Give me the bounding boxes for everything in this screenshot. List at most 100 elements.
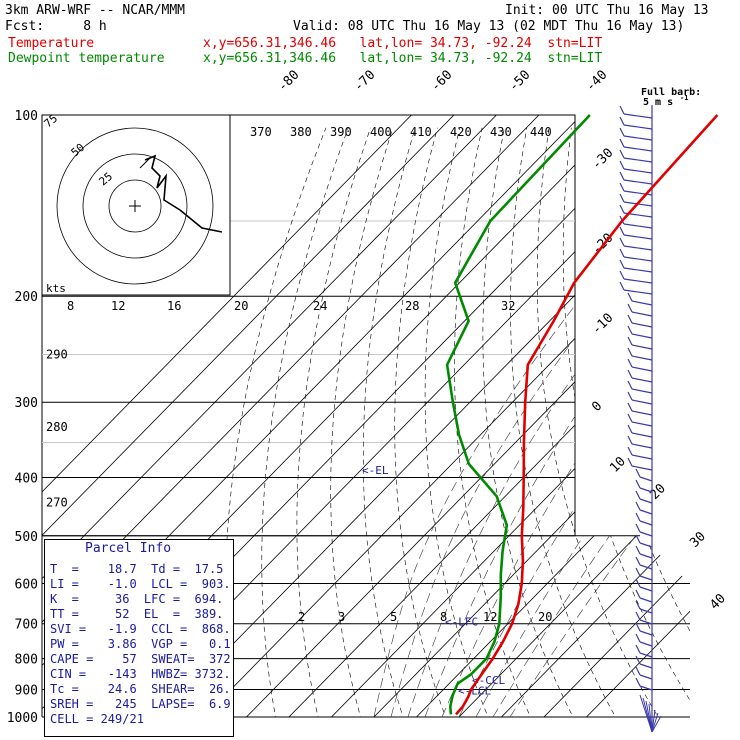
wind-barb-flag (619, 281, 625, 291)
isotherm-label: -60 (428, 68, 455, 95)
wind-barb (631, 432, 653, 438)
wind-barb-flag (635, 490, 641, 500)
isotherm-line (42, 115, 524, 717)
theta-label: 440 (530, 125, 552, 139)
wind-barb-flag (627, 402, 633, 412)
temperature-station-info: x,y=656.31,346.46 lat,lon= 34.73, -92.24… (203, 36, 603, 51)
wind-barb-surface (651, 715, 662, 733)
wind-barb-flag (635, 600, 641, 610)
wind-barb-flag (627, 391, 633, 401)
isotherm-label: 10 (607, 454, 629, 476)
theta-label: 430 (490, 125, 512, 139)
wind-barb-flag (635, 578, 641, 588)
dewpoint-line (445, 114, 591, 715)
hodograph-trace-top (139, 157, 151, 169)
barb-legend-exp: -1 (680, 94, 688, 102)
wind-barb-flag (619, 259, 625, 269)
hodograph-ring (82, 153, 188, 259)
model-title: 3km ARW-WRF -- NCAR/MMM (5, 3, 186, 18)
wind-barb (631, 333, 653, 339)
init-time: Init: 00 UTC Thu 16 May 13 (505, 3, 709, 18)
wind-barb (631, 388, 653, 394)
wind-barb (623, 256, 653, 262)
isotherm-label: -70 (351, 68, 378, 95)
isotherm-line (361, 115, 690, 717)
isotherm-line (42, 115, 482, 717)
wind-barb-flag (619, 204, 625, 214)
dry-adiabat-line (424, 127, 494, 717)
parcel-row: PW = 3.86 VGP = 0.1 (50, 637, 231, 651)
wind-barb-flag (619, 149, 625, 159)
dry-adiabat-line (682, 127, 690, 717)
hodograph-ring (108, 179, 162, 233)
isotherm-line (531, 115, 690, 717)
wind-barb-flag (627, 380, 633, 390)
pressure-label: 300 (15, 396, 38, 411)
isotherm-line (573, 115, 690, 717)
parcel-row: TT = 52 EL = 389. (50, 607, 224, 621)
wind-barb (639, 520, 653, 526)
wind-barb-flag (635, 501, 641, 511)
mixing-ratio-label: 2 (298, 610, 305, 624)
wind-barb (623, 113, 653, 119)
theta-label: 370 (250, 125, 272, 139)
wind-barb-flag (635, 545, 641, 555)
wind-barb (623, 135, 653, 141)
wind-barb-flag (635, 556, 641, 566)
isotherm-label: -40 (583, 68, 610, 95)
wind-barb-flag (627, 347, 633, 357)
theta-label: 420 (450, 125, 472, 139)
wind-barb (631, 322, 653, 328)
mixing-ratio-label: 5 (390, 610, 397, 624)
parcel-row: CAPE = 57 SWEAT= 372 (50, 652, 231, 666)
wind-barb (639, 542, 653, 548)
dry-adiabat-line (394, 127, 451, 717)
wind-barb (623, 245, 653, 251)
isotherm-label: -10 (589, 311, 616, 338)
wind-barb-flag (635, 534, 641, 544)
mixing-ratio-label: 20 (538, 610, 552, 624)
theta-label: 410 (410, 125, 432, 139)
wind-barb (639, 652, 653, 658)
wind-barb (631, 311, 653, 317)
pressure-label: 800 (15, 653, 38, 668)
pressure-label: 600 (15, 577, 38, 592)
wind-barb (639, 641, 653, 647)
moist-adiabat-line (373, 296, 583, 717)
mixing-ratio-label: 12 (111, 299, 125, 313)
mixing-ratio-label: 8 (440, 610, 447, 624)
wind-barb-flag (627, 303, 633, 313)
wind-barb (639, 498, 653, 504)
wind-barb (623, 146, 653, 152)
dewpoint-legend-label: Dewpoint temperature (8, 51, 165, 66)
wind-barbs (619, 105, 662, 733)
level-annotation: <-LCL (458, 684, 491, 697)
wind-barb (639, 685, 653, 691)
wind-barb (639, 564, 653, 570)
wind-barb (623, 179, 653, 185)
isotherm-line (233, 115, 690, 717)
dry-adiabat-line (482, 127, 580, 717)
dry-adiabat-line (562, 127, 690, 717)
wind-barb-flag (627, 424, 633, 434)
parcel-row: K = 36 LFC = 694. (50, 592, 224, 606)
wind-barb-flag (619, 248, 625, 258)
dry-adiabat-line (330, 127, 394, 717)
wind-barb-surface (651, 712, 659, 733)
wind-barb (639, 586, 653, 592)
dry-adiabat-line (588, 127, 690, 717)
wind-barb-flag (627, 435, 633, 445)
forecast-hour: Fcst: 8 h (5, 19, 107, 34)
wind-barb (639, 630, 653, 636)
wind-barb (631, 410, 653, 416)
parcel-row: SVI = -1.9 CCL = 868. (50, 622, 231, 636)
dry-adiabat-line (705, 128, 740, 730)
wind-barb (639, 674, 653, 680)
wind-barb-flag (627, 336, 633, 346)
wind-barb-flag (619, 182, 625, 192)
wind-barb-flag (635, 611, 641, 621)
dry-adiabat-line (612, 127, 690, 717)
isotherm-line (42, 115, 567, 717)
wind-barb (639, 487, 653, 493)
wind-barb (639, 663, 653, 669)
